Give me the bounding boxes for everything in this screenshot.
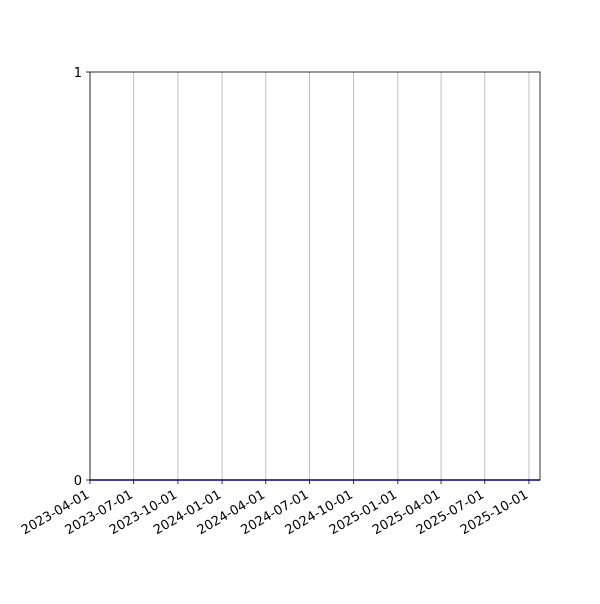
y-tick-label: 1	[74, 66, 82, 81]
plot-frame	[89, 71, 541, 481]
plot-area	[90, 72, 540, 480]
y-tick-label: 0	[74, 474, 82, 489]
